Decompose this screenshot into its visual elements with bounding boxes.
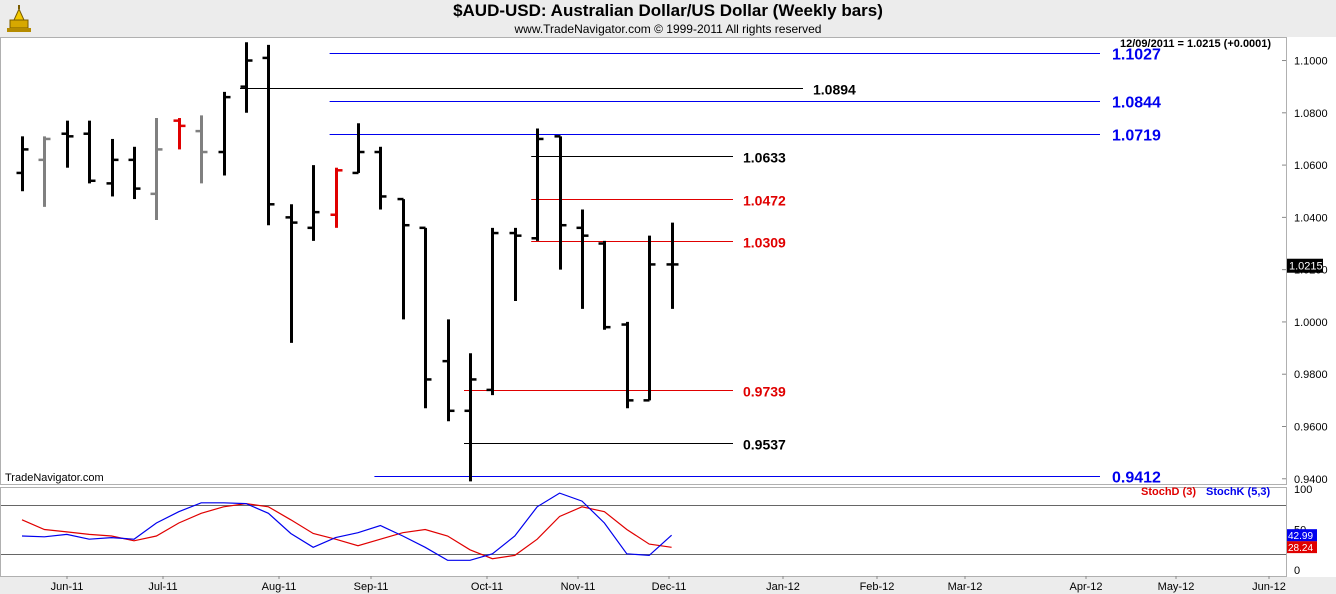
ohlc-bar bbox=[262, 44, 275, 226]
stochastic-series-line bbox=[21, 492, 673, 561]
ohlc-bar bbox=[419, 226, 432, 409]
ohlc-bar bbox=[397, 197, 410, 320]
watermark: TradeNavigator.com bbox=[5, 472, 104, 484]
ohlc-bar bbox=[598, 240, 611, 330]
stochastic-last-label: 42.99 bbox=[1288, 531, 1313, 542]
ohlc-bar bbox=[531, 128, 544, 241]
ohlc-bar bbox=[554, 135, 567, 270]
ohlc-bar bbox=[106, 138, 119, 197]
ohlc-bar bbox=[486, 227, 499, 396]
level-label: 1.1027 bbox=[1112, 47, 1161, 64]
ohlc-bar bbox=[38, 136, 51, 207]
stochastic-series-line bbox=[21, 502, 672, 560]
x-tick-label: Jun-12 bbox=[1252, 581, 1286, 593]
ohlc-bar bbox=[374, 146, 387, 210]
y-tick-label: 0.9400 bbox=[1294, 474, 1328, 486]
stochastic-y-tick-label: 100 bbox=[1294, 484, 1312, 496]
stochastic-panel bbox=[0, 487, 1287, 577]
level-label: 1.0894 bbox=[813, 82, 856, 98]
trade-navigator-logo-icon bbox=[7, 5, 31, 32]
y-tick-label: 1.1000 bbox=[1294, 56, 1328, 68]
x-tick-label: Oct-11 bbox=[471, 581, 503, 593]
stochastic-legend-entry: StochD (3) bbox=[1141, 486, 1196, 498]
price-panel bbox=[0, 37, 1287, 485]
x-tick-label: Jan-12 bbox=[766, 581, 800, 593]
x-tick-label: May-12 bbox=[1158, 581, 1195, 593]
ohlc-bar bbox=[285, 204, 298, 343]
stochastic-last-tag bbox=[1287, 529, 1317, 542]
x-tick-label: Apr-12 bbox=[1069, 581, 1102, 593]
ohlc-bar bbox=[83, 120, 96, 184]
date-axis-band bbox=[0, 577, 1336, 594]
y-tick-label: 1.0400 bbox=[1294, 212, 1328, 224]
ohlc-bar bbox=[509, 227, 522, 302]
ohlc-bar bbox=[218, 91, 231, 176]
ohlc-bar bbox=[195, 115, 208, 184]
ohlc-bar bbox=[621, 321, 634, 409]
x-tick-label: Sep-11 bbox=[354, 581, 389, 593]
y-tick-label: 0.9600 bbox=[1294, 421, 1328, 433]
current-price-label: 1.0215 bbox=[1289, 261, 1323, 273]
ohlc-bar bbox=[240, 42, 253, 113]
status-readout: 12/09/2011 = 1.0215 (+0.0001) bbox=[1120, 38, 1271, 50]
x-tick-label: Jul-11 bbox=[148, 581, 177, 593]
ohlc-bar bbox=[576, 209, 589, 309]
y-tick-label: 1.0000 bbox=[1294, 317, 1328, 329]
x-tick-label: Mar-12 bbox=[948, 581, 983, 593]
level-label: 0.9412 bbox=[1112, 470, 1161, 487]
ohlc-bar bbox=[643, 235, 656, 402]
stochastic-y-tick-label: 0 bbox=[1294, 565, 1300, 577]
ohlc-bar bbox=[464, 353, 477, 482]
level-label: 1.0719 bbox=[1112, 128, 1161, 145]
ohlc-bar bbox=[150, 118, 163, 220]
x-tick-label: Feb-12 bbox=[860, 581, 895, 593]
level-label: 1.0472 bbox=[743, 193, 786, 209]
chart-subtitle: www.TradeNavigator.com © 1999-2011 All r… bbox=[514, 22, 822, 36]
stochastic-last-label: 28.24 bbox=[1288, 543, 1313, 554]
level-label: 1.0844 bbox=[1112, 95, 1161, 112]
ohlc-bar bbox=[307, 165, 320, 241]
current-price-tag bbox=[1287, 258, 1323, 273]
ohlc-bar bbox=[173, 118, 186, 150]
level-label: 1.0309 bbox=[743, 235, 786, 251]
chart-header bbox=[0, 0, 1336, 37]
y-tick-label: 1.0600 bbox=[1294, 160, 1328, 172]
y-tick-label: 0.9800 bbox=[1294, 369, 1328, 381]
ohlc-bar bbox=[330, 167, 343, 228]
stochastic-last-tag bbox=[1287, 541, 1317, 554]
x-tick-label: Aug-11 bbox=[262, 581, 297, 593]
chart-title: $AUD-USD: Australian Dollar/US Dollar (W… bbox=[453, 1, 883, 20]
level-label: 1.0633 bbox=[743, 150, 786, 166]
x-tick-label: Dec-11 bbox=[652, 581, 687, 593]
ohlc-bar bbox=[61, 120, 74, 168]
x-tick-label: Nov-11 bbox=[561, 581, 596, 593]
stochastic-legend-entry: StochK (5,3) bbox=[1206, 486, 1271, 498]
y-tick-label: 1.0800 bbox=[1294, 108, 1328, 120]
x-tick-label: Jun-11 bbox=[51, 581, 84, 593]
ohlc-bar bbox=[666, 222, 679, 309]
level-label: 0.9739 bbox=[743, 384, 786, 400]
ohlc-bar bbox=[442, 319, 455, 422]
level-label: 0.9537 bbox=[743, 437, 786, 453]
ohlc-bar bbox=[352, 123, 365, 175]
ohlc-bar bbox=[16, 136, 29, 192]
ohlc-bar bbox=[128, 146, 141, 200]
